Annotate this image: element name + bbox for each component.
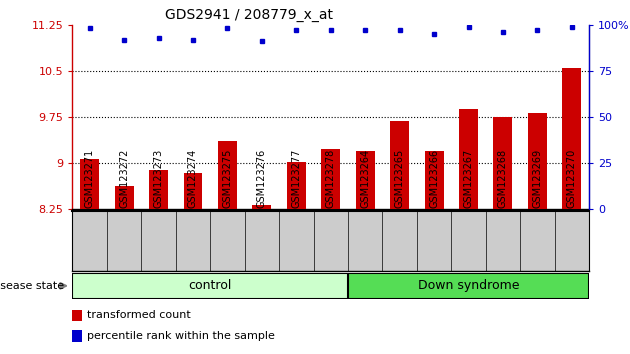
Bar (563, 68, 581, 209)
Text: GDS2941 / 208779_x_at: GDS2941 / 208779_x_at (166, 8, 333, 22)
Bar (356, 150, 375, 209)
Bar (218, 141, 237, 209)
Bar (459, 109, 478, 209)
Bar (149, 170, 168, 209)
Bar (390, 121, 409, 209)
Bar (253, 205, 272, 209)
Bar (287, 162, 306, 209)
Bar (348, 273, 589, 299)
Bar (80, 159, 99, 209)
Text: Down syndrome: Down syndrome (418, 279, 519, 292)
Bar (115, 186, 134, 209)
Bar (72, 330, 82, 342)
Bar (528, 113, 547, 209)
Bar (183, 173, 202, 209)
Bar (493, 117, 512, 209)
Text: percentile rank within the sample: percentile rank within the sample (87, 331, 275, 341)
Bar (321, 149, 340, 209)
Bar (72, 309, 82, 321)
Text: transformed count: transformed count (87, 310, 190, 320)
Text: disease state: disease state (0, 281, 65, 291)
Text: control: control (188, 279, 232, 292)
Bar (72, 273, 348, 299)
Bar (425, 151, 444, 209)
